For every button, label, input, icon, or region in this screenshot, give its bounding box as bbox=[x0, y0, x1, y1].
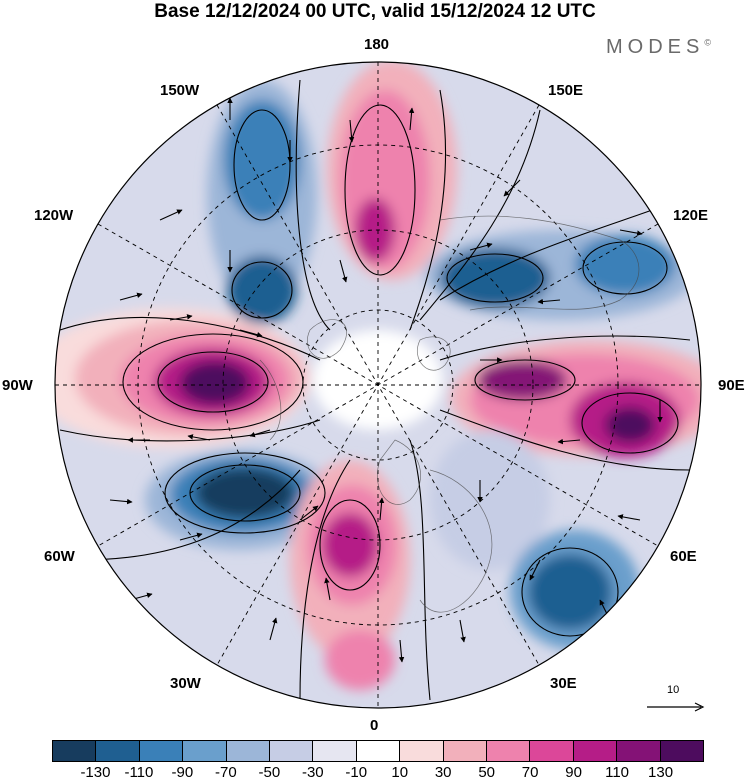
colorbar-swatch bbox=[226, 741, 271, 761]
colorbar-tick-label: -50 bbox=[258, 764, 281, 781]
label-150e: 150E bbox=[548, 82, 584, 99]
colorbar-tick-label: 70 bbox=[521, 764, 539, 781]
colorbar-swatch bbox=[53, 741, 97, 761]
coastlines bbox=[259, 215, 640, 613]
colorbar-tick-label: -10 bbox=[345, 764, 368, 781]
colorbar-swatch bbox=[400, 741, 444, 761]
colorbar-swatch bbox=[356, 741, 401, 761]
colorbar-tick-label: -30 bbox=[301, 764, 324, 781]
anomaly-field bbox=[55, 62, 701, 708]
colorbar-tick-label: 130 bbox=[648, 764, 674, 781]
label-30w: 30W bbox=[170, 675, 201, 692]
streamlines bbox=[59, 79, 691, 701]
colorbar-tick-label: -110 bbox=[124, 764, 154, 781]
label-30e: 30E bbox=[550, 675, 577, 692]
colorbar-swatch bbox=[660, 741, 704, 761]
label-120e: 120E bbox=[673, 207, 709, 224]
label-120w: 120W bbox=[34, 207, 74, 224]
colorbar-tick-label: -130 bbox=[80, 764, 111, 781]
brand-logo: MODES© bbox=[606, 36, 711, 58]
colorbar-swatch bbox=[139, 741, 184, 761]
label-0: 0 bbox=[370, 717, 379, 734]
colorbar-tick-label: 30 bbox=[434, 764, 452, 781]
label-60e: 60E bbox=[670, 548, 697, 565]
label-150w: 150W bbox=[160, 82, 200, 99]
label-180: 180 bbox=[364, 36, 390, 53]
colorbar-swatch bbox=[443, 741, 488, 761]
colorbar-tick-label: 50 bbox=[478, 764, 495, 781]
colorbar-tick-label: -90 bbox=[171, 764, 194, 781]
graticule bbox=[55, 62, 701, 708]
reference-vector-arrow-icon bbox=[647, 702, 705, 712]
colorbar-swatch bbox=[573, 741, 618, 761]
colorbar-swatch bbox=[617, 741, 661, 761]
colorbar-swatch bbox=[96, 741, 140, 761]
colorbar-swatch bbox=[313, 741, 357, 761]
colorbar-tick-label: -70 bbox=[215, 764, 237, 781]
colorbar bbox=[52, 740, 704, 762]
reference-vector-label: 10 bbox=[667, 684, 680, 696]
colorbar-tick-label: 110 bbox=[605, 764, 630, 781]
label-90e: 90E bbox=[718, 377, 745, 394]
colorbar-tick-label: 10 bbox=[391, 764, 409, 781]
map-boundary bbox=[54, 61, 702, 709]
wind-arrows bbox=[109, 97, 663, 663]
colorbar-tick-label: 90 bbox=[565, 764, 582, 781]
map-title: Base 12/12/2024 00 UTC, valid 15/12/2024… bbox=[154, 1, 596, 22]
colorbar-swatch bbox=[183, 741, 227, 761]
colorbar-tick-labels: -130 -110 -90 -70 -50 -30 -10 10 30 50 70 90 110 130 bbox=[0, 764, 750, 782]
label-90w: 90W bbox=[2, 377, 33, 394]
colorbar-swatch bbox=[270, 741, 314, 761]
polar-map bbox=[54, 61, 702, 709]
colorbar-swatch bbox=[487, 741, 531, 761]
colorbar-swatch bbox=[530, 741, 574, 761]
label-60w: 60W bbox=[44, 548, 75, 565]
